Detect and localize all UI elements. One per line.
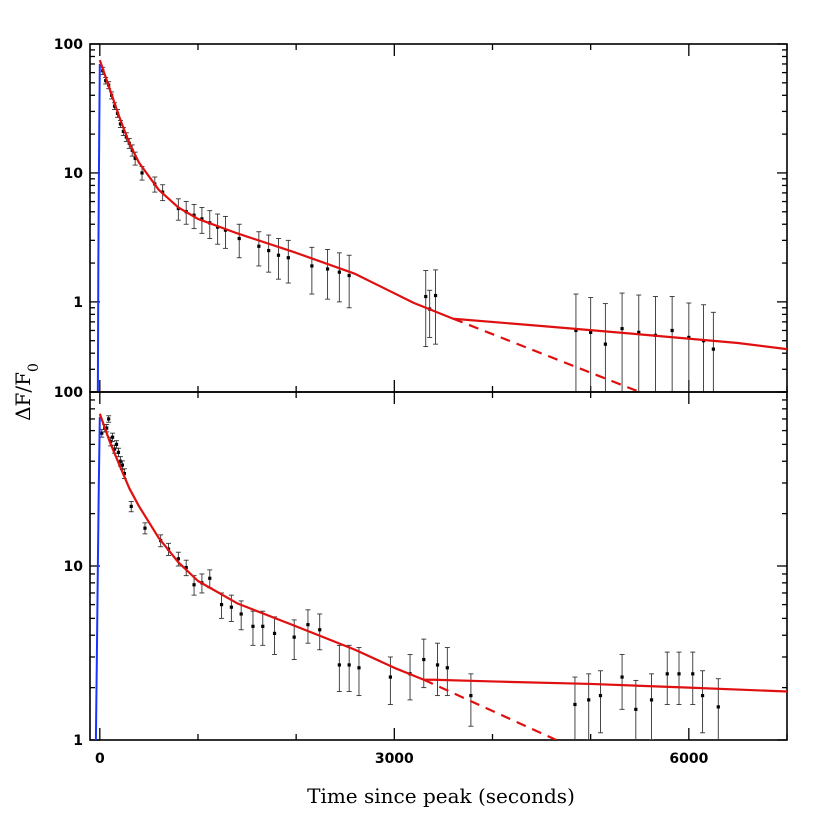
data-point bbox=[219, 603, 224, 607]
y-tick-label: 1 bbox=[73, 733, 83, 749]
data-point bbox=[112, 447, 117, 451]
data-point bbox=[192, 213, 196, 217]
y-tick-label: 100 bbox=[54, 385, 83, 401]
data-point bbox=[129, 504, 133, 509]
data-point bbox=[634, 707, 638, 711]
data-point bbox=[347, 663, 351, 667]
data-point bbox=[272, 631, 277, 635]
data-point bbox=[267, 248, 271, 253]
data-point bbox=[143, 526, 147, 530]
data-point bbox=[445, 666, 449, 670]
data-point bbox=[711, 347, 715, 351]
top-panel: 1 10 100 bbox=[54, 37, 788, 393]
data-point bbox=[388, 675, 392, 679]
data-point bbox=[310, 264, 314, 268]
x-tick-label: 0 bbox=[95, 751, 105, 767]
y-tick-label: 100 bbox=[54, 37, 83, 53]
data-point bbox=[691, 672, 695, 676]
data-point bbox=[184, 565, 188, 570]
data-point bbox=[208, 576, 212, 580]
data-point bbox=[665, 672, 669, 676]
data-point bbox=[107, 417, 111, 421]
data-point bbox=[637, 330, 641, 334]
data-point bbox=[598, 693, 603, 698]
data-point bbox=[318, 628, 322, 632]
data-layer bbox=[94, 413, 787, 740]
data-point bbox=[325, 267, 330, 271]
data-point bbox=[603, 342, 607, 346]
data-point bbox=[700, 693, 705, 698]
data-point bbox=[116, 450, 121, 454]
data-point bbox=[239, 612, 243, 616]
data-point bbox=[573, 702, 577, 707]
data-point bbox=[110, 435, 115, 439]
data-point bbox=[114, 442, 119, 446]
x-axis-title: Time since peak (seconds) bbox=[307, 784, 575, 808]
data-layer bbox=[96, 59, 787, 392]
data-point bbox=[620, 327, 624, 331]
data-point bbox=[122, 471, 126, 476]
data-point bbox=[133, 156, 137, 160]
data-point bbox=[237, 236, 241, 241]
bottom-panel: 1 10 100 0 3000 6000 bbox=[54, 385, 788, 767]
model-curve bbox=[98, 59, 787, 351]
y-axis-title: ΔF/F0 bbox=[11, 363, 42, 421]
data-point bbox=[347, 273, 351, 278]
data-point bbox=[251, 624, 255, 628]
model-curve bbox=[98, 413, 787, 693]
data-point bbox=[337, 663, 341, 667]
data-point bbox=[649, 698, 654, 702]
data-point bbox=[200, 217, 204, 221]
data-point bbox=[140, 171, 144, 175]
data-point bbox=[687, 335, 691, 340]
rise-curve bbox=[96, 63, 101, 392]
data-point bbox=[435, 663, 440, 667]
data-point bbox=[176, 557, 180, 561]
extrapolation-dashed bbox=[452, 317, 641, 392]
data-point bbox=[620, 675, 624, 679]
x-tick-label: 6000 bbox=[669, 751, 708, 767]
data-point bbox=[574, 328, 578, 333]
data-point bbox=[229, 605, 233, 609]
data-point bbox=[286, 256, 290, 260]
data-point bbox=[306, 623, 310, 627]
y-tick-label: 10 bbox=[64, 559, 84, 575]
data-point bbox=[121, 129, 125, 133]
data-point bbox=[120, 463, 124, 467]
extrapolation-dashed bbox=[423, 678, 557, 740]
data-point bbox=[276, 253, 281, 257]
data-point bbox=[433, 293, 438, 298]
rise-curve bbox=[94, 416, 101, 740]
data-point bbox=[670, 328, 674, 333]
y-tick-label: 1 bbox=[73, 295, 83, 311]
data-point bbox=[105, 426, 109, 430]
data-point bbox=[118, 122, 123, 126]
data-point bbox=[424, 294, 428, 299]
data-point bbox=[100, 431, 104, 435]
data-point bbox=[357, 666, 361, 670]
x-tick-label: 3000 bbox=[375, 751, 414, 767]
data-point bbox=[292, 635, 296, 639]
data-point bbox=[587, 698, 591, 702]
data-point bbox=[257, 244, 261, 248]
data-point bbox=[589, 330, 593, 334]
data-point bbox=[422, 657, 426, 662]
data-point bbox=[261, 624, 265, 628]
y-tick-label: 10 bbox=[64, 166, 84, 182]
data-point bbox=[192, 583, 196, 587]
data-point bbox=[469, 693, 473, 698]
data-point bbox=[337, 270, 341, 274]
data-point bbox=[716, 705, 720, 709]
data-point bbox=[677, 672, 681, 676]
